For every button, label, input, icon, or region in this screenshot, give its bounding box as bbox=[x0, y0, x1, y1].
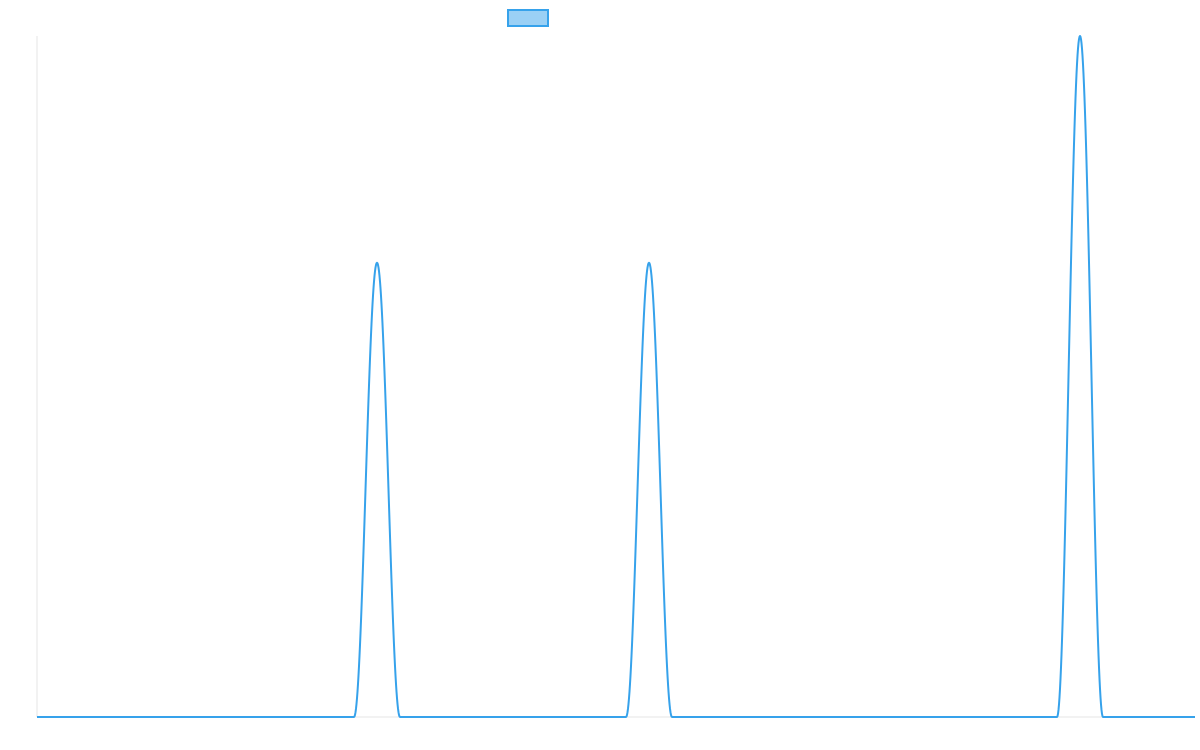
legend-swatch[interactable] bbox=[507, 9, 549, 27]
data-point-peak-2[interactable] bbox=[1077, 33, 1083, 39]
data-point-peak-0[interactable] bbox=[374, 260, 380, 266]
legend[interactable] bbox=[507, 9, 549, 27]
data-point-peak-1[interactable] bbox=[646, 260, 652, 266]
series-line-0 bbox=[36, 35, 1196, 718]
series-group bbox=[36, 33, 1196, 718]
